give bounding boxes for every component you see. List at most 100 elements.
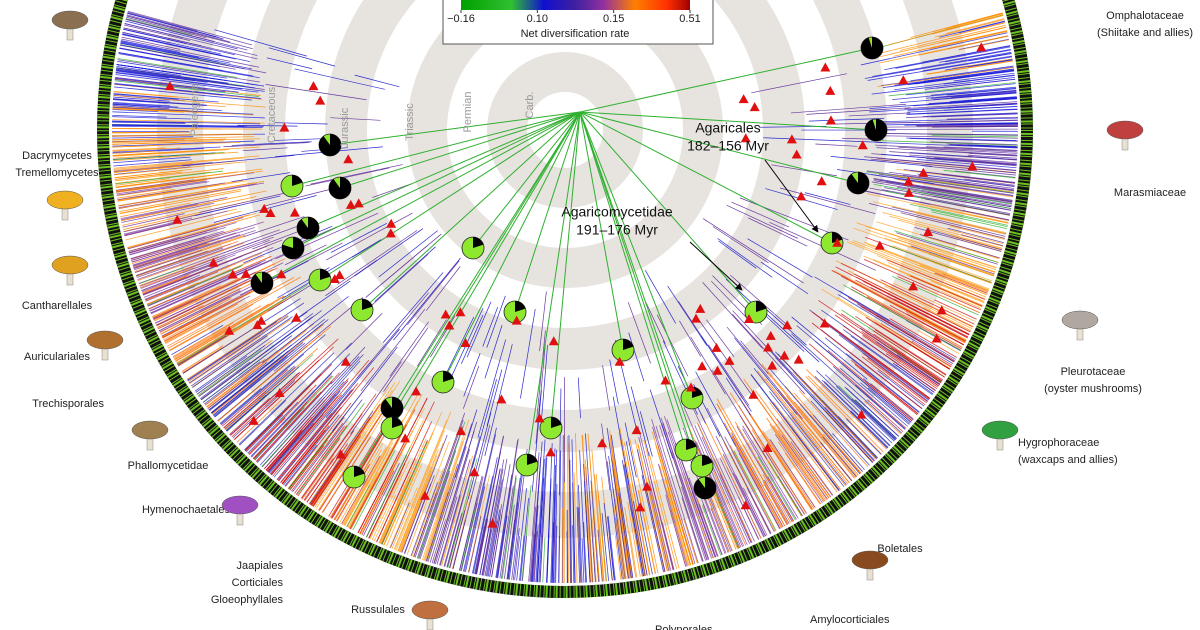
branch [486,295,506,348]
shift-marker [208,257,219,267]
branch [827,324,929,401]
branch [253,401,308,460]
branch [119,204,167,214]
branch [209,359,275,412]
branch [270,395,339,475]
branch [767,476,795,522]
branch [112,137,198,141]
node-pie-wedge [864,119,887,141]
branch [950,96,1017,102]
node-pie-wedge [320,269,331,280]
branch [341,455,381,525]
branch [312,453,349,507]
branch [926,288,980,313]
branch [433,421,478,564]
branch [933,157,1017,165]
branch [257,381,333,463]
branch [116,68,256,89]
branch [112,124,247,127]
backbone [579,111,624,351]
branch [821,426,862,474]
branch [252,231,298,250]
shift-marker [765,330,776,340]
branch [791,333,902,434]
branch [231,141,312,146]
branch [264,392,333,470]
branch [777,475,803,516]
shift-marker [832,237,843,247]
branch [934,19,1005,38]
branch [743,487,768,536]
branch [750,373,840,491]
branch [350,411,415,530]
branch [558,450,562,583]
shift-marker [635,502,646,512]
branch [661,522,675,570]
branch [245,414,284,453]
branch [112,136,254,141]
branch [913,211,1007,235]
era-label: Triassic [404,103,416,141]
branch [300,393,377,499]
branch [421,419,470,561]
branch [660,417,709,560]
branch [637,444,668,572]
shift-marker [691,313,702,323]
branch [533,524,539,582]
shift-marker [496,394,507,404]
branch [712,486,739,549]
branch [931,90,1017,99]
branch [876,341,940,386]
branch [119,44,267,74]
branch [683,518,698,564]
branch [916,264,989,293]
branch [939,20,1005,38]
branch [690,336,726,395]
branch [112,146,221,153]
branch [926,146,1018,152]
branch [613,455,633,579]
branch [112,125,263,128]
branch [187,302,305,381]
branch [911,340,953,366]
branch [112,106,254,115]
branch [536,330,546,420]
branch [967,154,1018,159]
branch [740,340,769,374]
branch [439,459,471,566]
colorbar-gradient [461,0,690,10]
branch [112,121,186,124]
branch [120,40,180,53]
branch [268,47,336,67]
branch [631,508,644,577]
branch [777,430,828,500]
branch [325,212,413,261]
branch [116,181,210,196]
branch [529,506,537,582]
branch [125,210,242,241]
branch [798,390,869,467]
branch [382,272,444,343]
branch [117,58,238,78]
branch [959,38,1009,50]
branch [214,378,261,418]
branch [959,21,1005,34]
clade-label: Hygrophoraceae [1018,437,1099,449]
branch [248,384,317,455]
branch [960,234,1004,247]
branch [261,296,349,364]
branch [512,528,520,581]
branch [127,214,250,248]
branch [112,138,227,143]
backbone [579,111,693,399]
shift-marker [825,115,836,125]
ring [407,0,723,288]
branch [738,452,781,530]
branch [837,416,878,459]
branch [897,237,997,271]
branch [514,536,520,581]
branch [824,337,920,413]
branch [191,319,291,388]
branch [134,249,203,273]
